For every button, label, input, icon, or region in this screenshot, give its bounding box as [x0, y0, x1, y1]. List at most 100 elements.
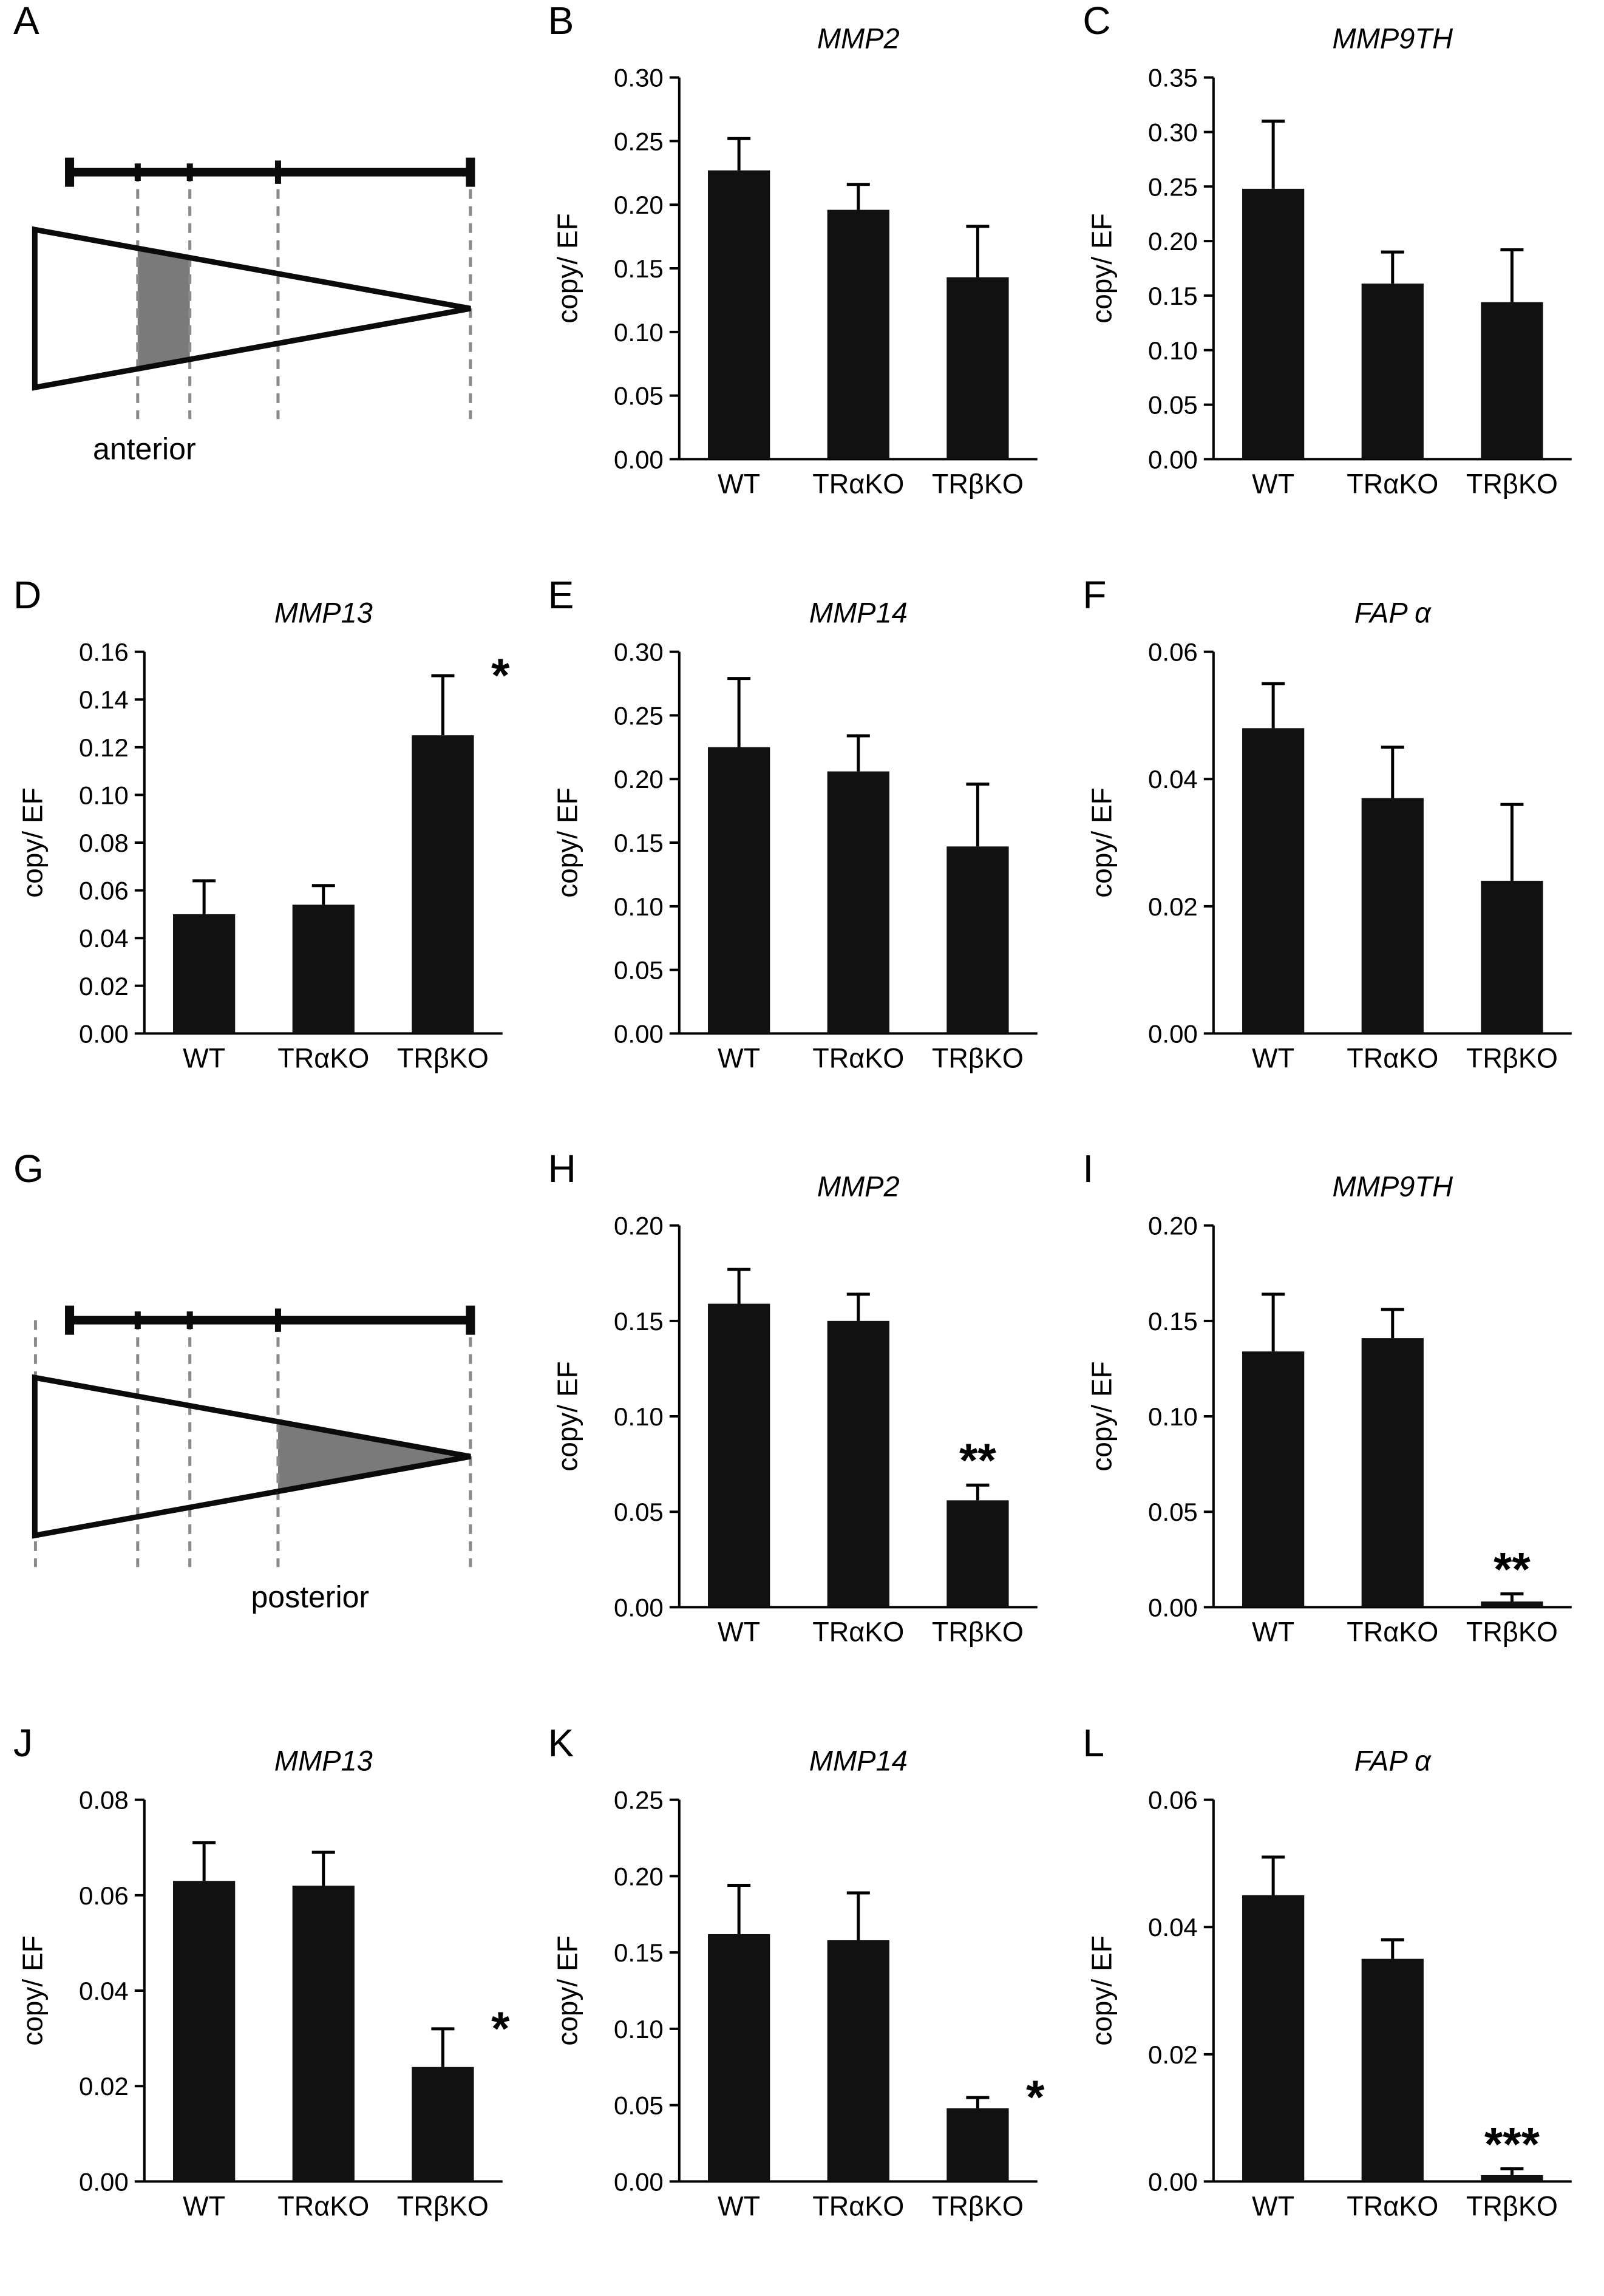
y-tick-label: 0.08 [79, 829, 129, 857]
y-axis-label: copy/ EF [1086, 1361, 1118, 1472]
x-tick-label: WT [718, 2190, 760, 2221]
x-tick-label: TRβKO [1466, 1616, 1558, 1647]
panel-letter-J: J [13, 1720, 33, 1765]
chart-fapa-anterior: FAP α copy/ EF 0.00 0.02 0.04 0.06 WT TRαKO TRβK… [1069, 574, 1604, 1149]
chart-title: FAP α [1354, 1744, 1432, 1776]
panel-H: H MMP2 copy/ EF 0.00 0.05 0.10 0.15 0.20 WT TRαK… [535, 1148, 1070, 1722]
y-tick-label: 0.12 [79, 733, 129, 761]
panel-letter-H: H [548, 1147, 576, 1190]
panel-L: L FAP α copy/ EF 0.00 0.02 0.04 0.06 WT TRαKO TR… [1069, 1722, 1604, 2296]
y-tick-label: 0.15 [1148, 1307, 1198, 1336]
chart-mmp13-anterior: MMP13 copy/ EF 0.00 0.02 0.04 0.06 0.08 0.10 0.1… [0, 574, 535, 1149]
bar-TRαKO [292, 1885, 355, 2181]
bar-WT [707, 1303, 770, 1608]
panel-letter-E: E [548, 572, 574, 617]
anterior-intestine-diagram: anterior [0, 0, 535, 574]
bar-TRβKO [1481, 302, 1543, 460]
y-tick-label: 0.04 [1148, 765, 1198, 793]
intestine-outline [32, 1374, 471, 1539]
x-tick-label: WT [718, 468, 760, 499]
intestine-outline [32, 226, 471, 391]
x-tick-label: TRβKO [397, 2190, 489, 2221]
bar-TRβKO [1481, 880, 1543, 1033]
y-tick-label: 0.08 [79, 1785, 129, 1814]
y-tick-label: 0.05 [614, 382, 664, 410]
x-tick-label: WT [183, 2190, 225, 2221]
significance-marker: * [491, 648, 510, 701]
y-tick-label: 0.35 [1148, 64, 1198, 92]
scale-bar-tick [466, 1305, 475, 1335]
scale-bar-tick [466, 157, 475, 187]
y-tick-label: 0.20 [614, 191, 664, 219]
chart-mmp9th-anterior: MMP9TH copy/ EF 0.00 0.05 0.10 0.15 0.20 0.25 0.… [1069, 0, 1604, 574]
significance-marker: * [491, 2001, 510, 2054]
x-tick-label: TRαKO [277, 2190, 369, 2221]
bar-WT [1242, 1351, 1305, 1608]
y-tick-label: 0.04 [1148, 1913, 1198, 1941]
y-tick-label: 0.10 [79, 781, 129, 809]
bar-chart: MMP2 copy/ EF 0.00 0.05 0.10 0.15 0.20 0.25 0.30… [551, 22, 1038, 499]
chart-title: MMP9TH [1333, 1170, 1453, 1203]
chart-mmp13-posterior: MMP13 copy/ EF 0.00 0.02 0.04 0.06 0.08 WT TRαKO… [0, 1722, 535, 2296]
bar-TRαKO [1361, 1958, 1424, 2181]
x-tick-label: TRβKO [932, 1042, 1024, 1073]
chart-title: MMP13 [274, 1744, 373, 1776]
y-axis-label: copy/ EF [551, 213, 583, 324]
bar-TRαKO [1361, 284, 1424, 460]
chart-mmp14-posterior: MMP14 copy/ EF 0.00 0.05 0.10 0.15 0.20 0.25 WT T… [535, 1722, 1070, 2296]
x-tick-label: TRβKO [1466, 468, 1558, 499]
bar-TRβKO [1481, 2175, 1543, 2181]
bar-chart: MMP14 copy/ EF 0.00 0.05 0.10 0.15 0.20 0.25 WT T… [551, 1744, 1044, 2221]
y-tick-label: 0.25 [1148, 172, 1198, 201]
y-tick-label: 0.25 [614, 1785, 664, 1814]
y-axis-label: copy/ EF [551, 1935, 583, 2046]
x-tick-label: TRβKO [932, 1616, 1024, 1647]
y-tick-label: 0.00 [1148, 1593, 1198, 1622]
y-tick-label: 0.00 [1148, 1019, 1198, 1048]
x-tick-label: TRβKO [1466, 1042, 1558, 1073]
x-tick-label: TRαKO [812, 1042, 904, 1073]
x-tick-label: TRαKO [812, 468, 904, 499]
panel-letter-A: A [13, 0, 39, 42]
y-tick-label: 0.05 [614, 1498, 664, 1526]
y-tick-label: 0.25 [614, 701, 664, 730]
bar-WT [173, 1880, 236, 2181]
y-tick-label: 0.15 [614, 254, 664, 283]
x-tick-label: TRαKO [1347, 1616, 1439, 1647]
significance-marker: *** [1484, 2117, 1540, 2170]
y-tick-label: 0.25 [614, 127, 664, 155]
bar-TRβKO [1481, 1601, 1543, 1608]
bar-TRβKO [946, 846, 1009, 1033]
panel-D: D MMP13 copy/ EF 0.00 0.02 0.04 0.06 0.08 0.10 0… [0, 574, 535, 1149]
scale-bar [69, 168, 471, 177]
y-axis-label: copy/ EF [1086, 1935, 1118, 2046]
bar-TRαKO [1361, 798, 1424, 1033]
y-tick-label: 0.10 [1148, 1402, 1198, 1431]
bar-WT [1242, 1895, 1305, 2181]
bar-WT [707, 170, 770, 460]
panel-letter-G: G [13, 1147, 44, 1190]
x-tick-label: TRβKO [1466, 2190, 1558, 2221]
bar-TRβKO [412, 735, 474, 1033]
y-tick-label: 0.00 [79, 1019, 129, 1048]
bar-WT [707, 747, 770, 1033]
panel-J: J MMP13 copy/ EF 0.00 0.02 0.04 0.06 0.08 WT TRα… [0, 1722, 535, 2296]
chart-title: MMP14 [809, 1744, 907, 1776]
scale-bar-tick [65, 1305, 75, 1335]
y-tick-label: 0.05 [614, 2091, 664, 2119]
y-tick-label: 0.06 [79, 1881, 129, 1909]
x-tick-label: WT [1252, 1616, 1294, 1647]
chart-mmp9th-posterior: MMP9TH copy/ EF 0.00 0.05 0.10 0.15 0.20 WT TRαK… [1069, 1148, 1604, 1722]
region-label: posterior [251, 1580, 369, 1614]
y-tick-label: 0.02 [79, 2072, 129, 2101]
y-tick-label: 0.30 [1148, 118, 1198, 146]
y-tick-label: 0.05 [1148, 1498, 1198, 1526]
intestine-anterior-schematic: anterior [32, 157, 475, 466]
y-tick-label: 0.15 [614, 829, 664, 857]
panel-K: K MMP14 copy/ EF 0.00 0.05 0.10 0.15 0.20 0.25 W… [535, 1722, 1070, 2296]
y-tick-label: 0.30 [614, 637, 664, 666]
chart-title: MMP9TH [1333, 22, 1453, 55]
bar-TRβKO [946, 1500, 1009, 1608]
bar-TRαKO [827, 1940, 889, 2181]
y-tick-label: 0.00 [614, 445, 664, 474]
